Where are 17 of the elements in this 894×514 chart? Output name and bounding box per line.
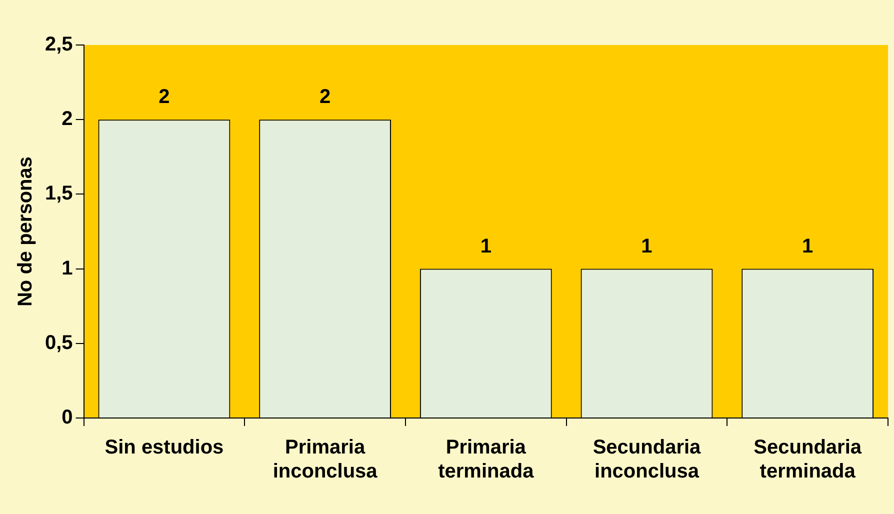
x-tick-label: Primaria inconclusa bbox=[272, 436, 378, 483]
x-tick-label: Sin estudios bbox=[104, 436, 224, 459]
data-label: 2 bbox=[158, 86, 170, 108]
y-tick-label: 2,5 bbox=[44, 34, 73, 56]
y-axis-title: No de personas bbox=[14, 156, 37, 307]
data-label: 1 bbox=[480, 235, 492, 258]
y-tick-label: 1,5 bbox=[44, 182, 73, 205]
data-label: 1 bbox=[641, 235, 652, 258]
y-tick-label: 0,5 bbox=[44, 332, 73, 354]
y-tick-label: 2 bbox=[62, 108, 73, 130]
y-tick-label: 0 bbox=[62, 406, 73, 429]
x-tick-label: Primaria terminada bbox=[438, 436, 535, 483]
data-label: 1 bbox=[802, 235, 814, 258]
y-tick-label: 1 bbox=[62, 257, 73, 280]
x-tick-label: Secundaria inconclusa bbox=[592, 436, 702, 483]
x-tick-label: Secundaria terminada bbox=[754, 436, 862, 483]
data-label: 2 bbox=[320, 86, 331, 108]
